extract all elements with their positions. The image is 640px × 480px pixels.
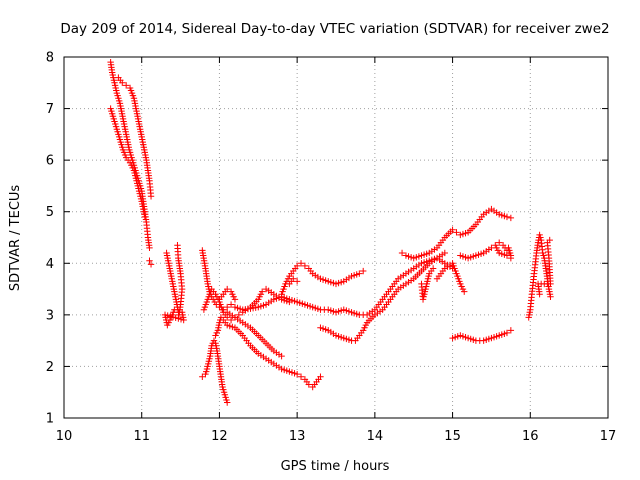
data-point-733: [496, 239, 503, 246]
y-tick-label-6: 7: [46, 102, 54, 117]
data-point-651: [503, 213, 511, 221]
data-point-162: [147, 261, 155, 268]
data-point-222: [161, 311, 169, 319]
y-axis-label: SDTVAR / TECUs: [8, 185, 23, 292]
data-point-367: [235, 311, 243, 319]
data-point-225: [169, 313, 177, 321]
data-point-731: [503, 329, 511, 337]
x-tick-label-3: 13: [289, 429, 306, 444]
data-point-629: [449, 226, 456, 233]
y-tick-label-4: 5: [46, 205, 54, 220]
x-tick-label-2: 12: [211, 429, 228, 444]
x-tick-label-5: 15: [444, 429, 461, 444]
y-tick-label-7: 8: [46, 51, 54, 66]
data-point-524: [297, 260, 305, 267]
data-point-503: [224, 399, 231, 406]
data-point-224: [167, 313, 174, 320]
x-axis-label: GPS time / hours: [281, 459, 390, 474]
data-point-393: [224, 285, 231, 293]
data-point-75: [122, 82, 130, 89]
data-point-226: [172, 314, 179, 322]
y-tick-label-3: 4: [46, 257, 54, 272]
data-point-547: [360, 267, 367, 275]
data-point-258: [227, 301, 235, 308]
data-point-227: [175, 315, 182, 322]
data-point-117: [147, 193, 155, 200]
x-tick-label-7: 17: [600, 429, 617, 444]
data-point-232: [178, 309, 186, 316]
data-point-525: [301, 262, 309, 270]
data-point-818: [536, 291, 543, 298]
points-layer: [107, 58, 554, 406]
data-point-74: [119, 79, 126, 86]
x-tick-label-6: 16: [522, 429, 539, 444]
chart-title: Day 209 of 2014, Sidereal Day-to-day VTE…: [60, 21, 609, 37]
data-point-652: [507, 214, 515, 222]
data-point-397: [231, 296, 239, 303]
data-point-630: [453, 229, 460, 236]
data-point-551: [293, 278, 301, 285]
data-point-439: [317, 373, 324, 380]
data-point-794: [547, 293, 554, 301]
data-point-732: [507, 327, 515, 334]
data-point-546: [356, 270, 363, 277]
ticks-layer: [63, 56, 609, 419]
data-point-431: [297, 373, 305, 380]
data-point-378: [258, 288, 266, 295]
data-point-211: [174, 242, 181, 249]
data-point-160: [141, 213, 149, 221]
plot-frame: [63, 56, 609, 419]
y-tick-label-2: 3: [46, 308, 54, 323]
data-point-71: [146, 244, 153, 252]
data-point-550: [290, 275, 297, 282]
x-tick-label-1: 11: [133, 429, 150, 444]
data-point-365: [227, 316, 235, 324]
data-point-464: [278, 352, 285, 360]
y-tick-label-1: 2: [46, 360, 54, 375]
data-point-608: [398, 249, 406, 257]
y-tick-label-0: 1: [46, 412, 54, 427]
data-point-434: [305, 381, 312, 388]
data-point-741: [505, 244, 512, 252]
data-point-223: [164, 312, 171, 319]
data-point-388: [286, 298, 293, 306]
x-tick-label-4: 14: [367, 429, 384, 444]
data-point-523: [293, 262, 301, 270]
data-point-430: [293, 370, 301, 378]
data-point-671: [461, 288, 468, 295]
y-tick-label-5: 6: [46, 154, 54, 169]
x-tick-label-0: 10: [56, 429, 73, 444]
data-point-511: [217, 314, 225, 321]
data-point-607: [441, 249, 448, 257]
data-point-710: [429, 265, 437, 272]
data-point-161: [146, 257, 153, 264]
